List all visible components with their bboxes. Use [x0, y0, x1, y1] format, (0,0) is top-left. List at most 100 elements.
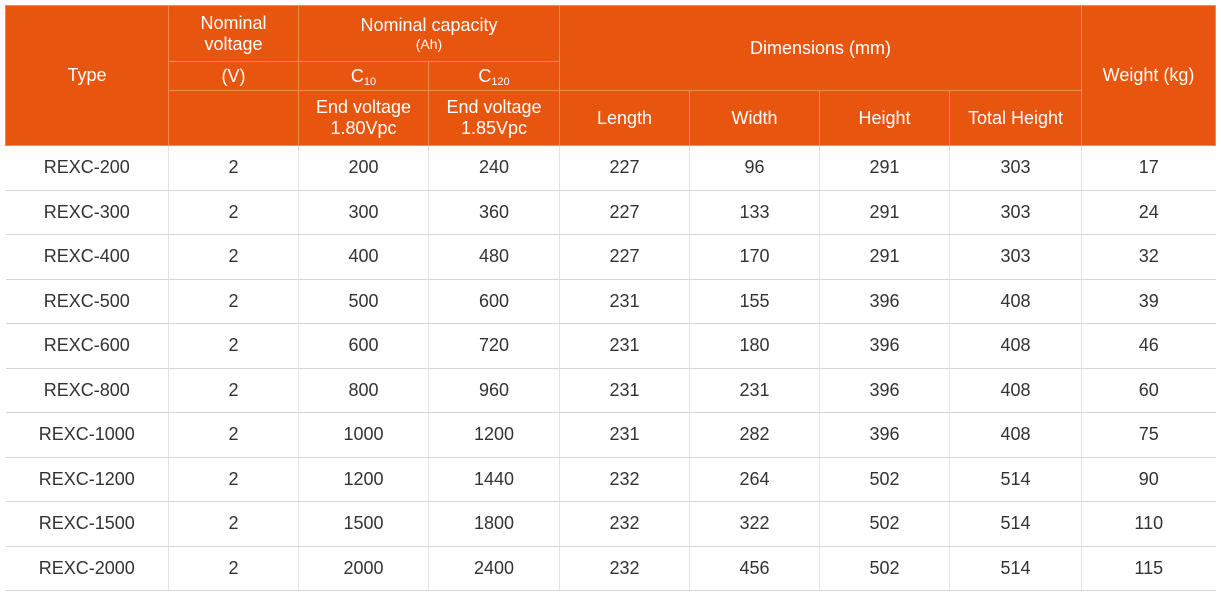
cell-total-height: 514 — [949, 501, 1083, 547]
cell-voltage: 2 — [168, 279, 299, 324]
cell-c120: 360 — [428, 190, 560, 235]
cell-width: 456 — [689, 546, 820, 591]
cell-height: 396 — [819, 323, 950, 369]
header-c120-base: C — [478, 65, 492, 86]
cell-c120: 240 — [428, 145, 560, 191]
cell-weight: 39 — [1081, 279, 1216, 324]
cell-c120: 1440 — [428, 457, 560, 502]
cell-total-height: 408 — [949, 368, 1083, 413]
cell-total-height: 303 — [949, 190, 1083, 235]
cell-type: REXC-500 — [5, 279, 169, 324]
cell-c10: 2000 — [298, 546, 429, 591]
cell-length: 231 — [559, 279, 690, 324]
cell-height: 396 — [819, 412, 950, 458]
cell-type: REXC-1000 — [5, 412, 169, 458]
cell-height: 502 — [819, 546, 950, 591]
header-total-height: Total Height — [948, 90, 1083, 146]
table-row: REXC-500 2 500 600 231 155 396 408 39 — [5, 279, 1216, 324]
cell-width: 170 — [689, 234, 820, 280]
cell-width: 322 — [689, 501, 820, 547]
cell-length: 227 — [559, 190, 690, 235]
table-row: REXC-1000 2 1000 1200 231 282 396 408 75 — [5, 412, 1216, 458]
cell-weight: 46 — [1081, 323, 1216, 369]
cell-length: 227 — [559, 234, 690, 280]
cell-type: REXC-200 — [5, 145, 169, 191]
battery-spec-table: Type Nominal voltage Nominal capacity (A… — [5, 5, 1217, 591]
header-c10-end-line2: 1.80Vpc — [330, 118, 397, 138]
header-c120-end-voltage: End voltage 1.85Vpc — [428, 90, 560, 146]
cell-length: 232 — [559, 457, 690, 502]
cell-c120: 480 — [428, 234, 560, 280]
table-row: REXC-300 2 300 360 227 133 291 303 24 — [5, 190, 1216, 235]
cell-total-height: 303 — [949, 145, 1083, 191]
cell-c10: 1200 — [298, 457, 429, 502]
table-row: REXC-2000 2 2000 2400 232 456 502 514 11… — [5, 546, 1216, 591]
cell-voltage: 2 — [168, 190, 299, 235]
cell-length: 232 — [559, 546, 690, 591]
header-width: Width — [689, 90, 820, 146]
header-nominal-capacity-label: Nominal capacity — [360, 15, 498, 36]
header-c10-sub: 10 — [363, 75, 377, 88]
header-type: Type — [5, 5, 169, 146]
cell-length: 227 — [559, 145, 690, 191]
table-row: REXC-600 2 600 720 231 180 396 408 46 — [5, 323, 1216, 369]
cell-voltage: 2 — [168, 323, 299, 369]
cell-height: 396 — [819, 368, 950, 413]
cell-length: 231 — [559, 412, 690, 458]
cell-voltage: 2 — [168, 501, 299, 547]
cell-total-height: 514 — [949, 457, 1083, 502]
table-row: REXC-200 2 200 240 227 96 291 303 17 — [5, 145, 1216, 191]
cell-height: 502 — [819, 457, 950, 502]
table-row: REXC-800 2 800 960 231 231 396 408 60 — [5, 368, 1216, 413]
header-c120: C120 — [428, 61, 560, 91]
cell-c120: 600 — [428, 279, 560, 324]
cell-c10: 1500 — [298, 501, 429, 547]
header-weight: Weight (kg) — [1081, 5, 1217, 146]
cell-width: 155 — [689, 279, 820, 324]
table-row: REXC-1200 2 1200 1440 232 264 502 514 90 — [5, 457, 1216, 502]
header-length: Length — [559, 90, 690, 146]
cell-c10: 800 — [298, 368, 429, 413]
cell-type: REXC-800 — [5, 368, 169, 413]
cell-weight: 17 — [1081, 145, 1216, 191]
cell-total-height: 408 — [949, 412, 1083, 458]
cell-c120: 1800 — [428, 501, 560, 547]
header-c10: C10 — [298, 61, 429, 91]
cell-width: 180 — [689, 323, 820, 369]
cell-voltage: 2 — [168, 412, 299, 458]
cell-width: 96 — [689, 145, 820, 191]
cell-height: 291 — [819, 234, 950, 280]
header-c10-base: C — [350, 65, 364, 86]
cell-height: 502 — [819, 501, 950, 547]
cell-type: REXC-300 — [5, 190, 169, 235]
table-row: REXC-400 2 400 480 227 170 291 303 32 — [5, 234, 1216, 280]
cell-weight: 115 — [1081, 546, 1216, 591]
cell-total-height: 408 — [949, 323, 1083, 369]
header-nominal-capacity-unit: (Ah) — [415, 35, 443, 52]
header-c10-end-voltage: End voltage 1.80Vpc — [298, 90, 429, 146]
cell-total-height: 514 — [949, 546, 1083, 591]
cell-c120: 1200 — [428, 412, 560, 458]
header-c120-sub: 120 — [491, 75, 510, 88]
cell-weight: 24 — [1081, 190, 1216, 235]
cell-voltage: 2 — [168, 457, 299, 502]
cell-c120: 960 — [428, 368, 560, 413]
table-body: REXC-200 2 200 240 227 96 291 303 17 REX… — [5, 145, 1216, 591]
cell-voltage: 2 — [168, 546, 299, 591]
cell-voltage: 2 — [168, 145, 299, 191]
cell-voltage: 2 — [168, 234, 299, 280]
cell-c10: 500 — [298, 279, 429, 324]
header-height: Height — [819, 90, 950, 146]
cell-length: 231 — [559, 323, 690, 369]
header-nominal-voltage-line1: Nominal — [200, 12, 267, 33]
header-voltage-unit: (V) — [168, 61, 299, 91]
cell-width: 231 — [689, 368, 820, 413]
cell-c120: 2400 — [428, 546, 560, 591]
cell-weight: 90 — [1081, 457, 1216, 502]
cell-type: REXC-2000 — [5, 546, 169, 591]
cell-width: 282 — [689, 412, 820, 458]
cell-c10: 300 — [298, 190, 429, 235]
table-row: REXC-1500 2 1500 1800 232 322 502 514 11… — [5, 501, 1216, 547]
cell-type: REXC-1500 — [5, 501, 169, 547]
header-nominal-voltage-line2: voltage — [204, 33, 263, 54]
